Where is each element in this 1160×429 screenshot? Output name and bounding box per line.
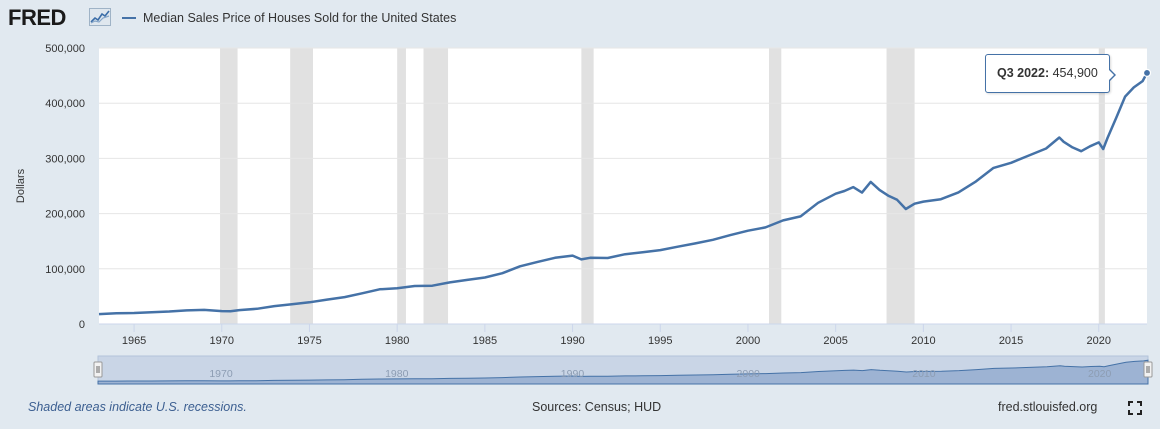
recession-band — [290, 48, 313, 324]
y-tick-label: 100,000 — [45, 264, 85, 276]
chart-area[interactable]: 0 100,000 200,000 300,000 400,000 500,000 1965… — [0, 36, 1160, 394]
fred-logo-chart-icon — [89, 8, 111, 26]
recession-note: Shaded areas indicate U.S. recessions. — [28, 400, 247, 414]
y-tick-label: 400,000 — [45, 98, 85, 110]
x-tick-label: 1990 — [560, 335, 584, 347]
navigator-series-area — [97, 359, 1149, 385]
recession-band — [886, 48, 915, 324]
plot-background — [99, 48, 1147, 324]
recession-band — [220, 48, 238, 324]
recession-band — [423, 48, 449, 324]
fullscreen-icon[interactable] — [1128, 401, 1142, 415]
recession-band — [397, 48, 406, 324]
site-link[interactable]: fred.stlouisfed.org — [998, 400, 1098, 414]
tooltip-period: Q3 2022: — [997, 66, 1050, 80]
navigator-label: 1980 — [385, 368, 409, 380]
x-tick-label: 1970 — [210, 335, 234, 347]
navigator-label: 2010 — [912, 368, 936, 380]
y-tick-label: 500,000 — [45, 43, 85, 55]
data-tooltip: Q3 2022: 454,900 — [985, 54, 1116, 93]
x-tick-label: 2010 — [911, 335, 935, 347]
x-tick-label: 1985 — [473, 335, 497, 347]
tooltip-value: 454,900 — [1052, 66, 1098, 80]
recession-band — [581, 48, 594, 324]
navigator-handle[interactable] — [93, 361, 103, 378]
recession-band — [1098, 48, 1105, 324]
navigator-handle[interactable] — [1143, 361, 1153, 378]
legend-series-label: Median Sales Price of Houses Sold for th… — [143, 11, 457, 25]
navigator-label: 1990 — [561, 368, 585, 380]
navigator-label: 1970 — [209, 368, 233, 380]
y-tick-label: 300,000 — [45, 153, 85, 165]
navigator-label: 2000 — [737, 368, 761, 380]
y-axis-title: Dollars — [15, 168, 27, 203]
series-line — [98, 72, 1149, 316]
highlighted-point — [1142, 68, 1152, 77]
x-tick-label: 1980 — [385, 335, 409, 347]
tooltip-arrow — [1107, 68, 1116, 82]
x-tick-label: 2000 — [736, 335, 760, 347]
y-tick-label: 200,000 — [45, 209, 85, 221]
x-tick-label: 1975 — [297, 335, 321, 347]
x-tick-label: 2020 — [1087, 335, 1111, 347]
y-tick-label: 0 — [79, 319, 85, 331]
x-tick-label: 1995 — [648, 335, 672, 347]
sources-text: Sources: Census; HUD — [532, 400, 662, 414]
x-tick-label: 1965 — [122, 335, 146, 347]
x-tick-label: 2015 — [999, 335, 1023, 347]
x-tick-label: 2005 — [823, 335, 847, 347]
legend-line-swatch — [122, 17, 136, 19]
chart-header: FRED Median Sales Price of Houses Sold f… — [0, 0, 1160, 36]
chart-legend[interactable]: Median Sales Price of Houses Sold for th… — [122, 11, 456, 25]
fred-logo[interactable]: FRED — [8, 5, 66, 30]
navigator-label: 2020 — [1088, 368, 1112, 380]
recession-band — [769, 48, 782, 324]
